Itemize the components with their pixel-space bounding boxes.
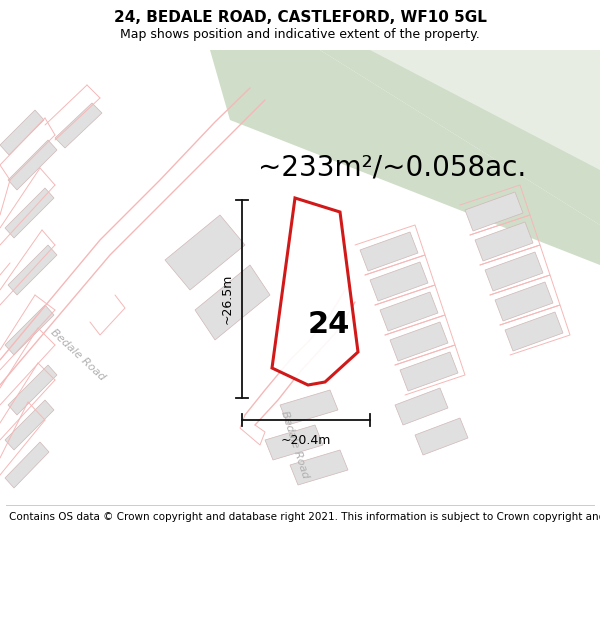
- Polygon shape: [415, 418, 468, 455]
- Polygon shape: [495, 282, 553, 321]
- Polygon shape: [270, 50, 600, 170]
- Text: Contains OS data © Crown copyright and database right 2021. This information is : Contains OS data © Crown copyright and d…: [9, 512, 600, 522]
- Polygon shape: [8, 140, 57, 190]
- Polygon shape: [210, 50, 600, 225]
- Polygon shape: [370, 262, 428, 301]
- Polygon shape: [165, 215, 245, 290]
- Polygon shape: [380, 292, 438, 331]
- Polygon shape: [505, 312, 563, 351]
- Polygon shape: [265, 425, 323, 460]
- Polygon shape: [400, 352, 458, 391]
- Polygon shape: [8, 245, 57, 295]
- Polygon shape: [290, 450, 348, 485]
- Text: Map shows position and indicative extent of the property.: Map shows position and indicative extent…: [120, 28, 480, 41]
- Text: Bedale Road: Bedale Road: [49, 328, 107, 382]
- Text: ~20.4m: ~20.4m: [281, 434, 331, 447]
- Polygon shape: [55, 103, 102, 148]
- Text: ~26.5m: ~26.5m: [221, 274, 234, 324]
- Polygon shape: [395, 388, 448, 425]
- Polygon shape: [280, 390, 338, 425]
- Text: Bedale Road: Bedale Road: [280, 410, 311, 480]
- Polygon shape: [465, 192, 523, 231]
- Polygon shape: [210, 50, 600, 265]
- Text: 24: 24: [307, 309, 350, 339]
- Text: 24, BEDALE ROAD, CASTLEFORD, WF10 5GL: 24, BEDALE ROAD, CASTLEFORD, WF10 5GL: [113, 10, 487, 25]
- Text: ~233m²/~0.058ac.: ~233m²/~0.058ac.: [258, 154, 526, 182]
- Polygon shape: [5, 305, 54, 355]
- Polygon shape: [8, 365, 57, 415]
- Polygon shape: [5, 400, 54, 450]
- Polygon shape: [360, 232, 418, 271]
- Polygon shape: [195, 265, 270, 340]
- Polygon shape: [0, 110, 44, 155]
- Polygon shape: [475, 222, 533, 261]
- Polygon shape: [390, 322, 448, 361]
- Polygon shape: [5, 188, 54, 238]
- Polygon shape: [5, 442, 49, 488]
- Polygon shape: [272, 198, 358, 385]
- Polygon shape: [485, 252, 543, 291]
